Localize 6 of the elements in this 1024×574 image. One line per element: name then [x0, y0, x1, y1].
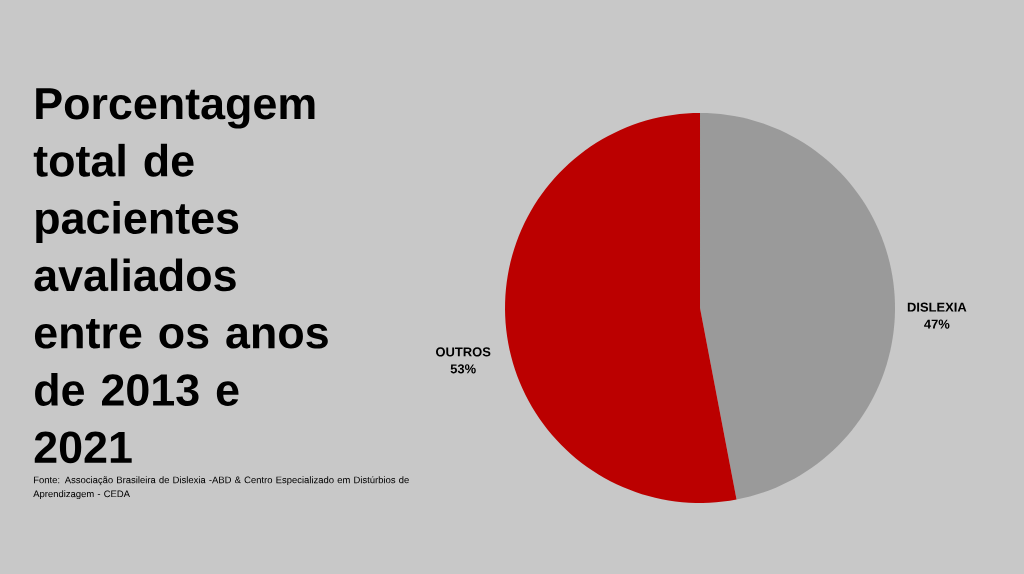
slice-label: DISLEXIA: [907, 302, 967, 312]
source-note: Fonte: Associação Brasileira de Dislexia -ABD & Centro Especializado em Distúrbios de Aprendizagem - CEDA: [33, 476, 409, 500]
data-label: 53%: [450, 364, 476, 374]
text: Porcentagem total de pacientes avaliados entre os anos de 2013 e 2021: [33, 88, 328, 464]
slice-label: OUTROS: [435, 347, 491, 357]
data-label: 47%: [924, 319, 950, 329]
